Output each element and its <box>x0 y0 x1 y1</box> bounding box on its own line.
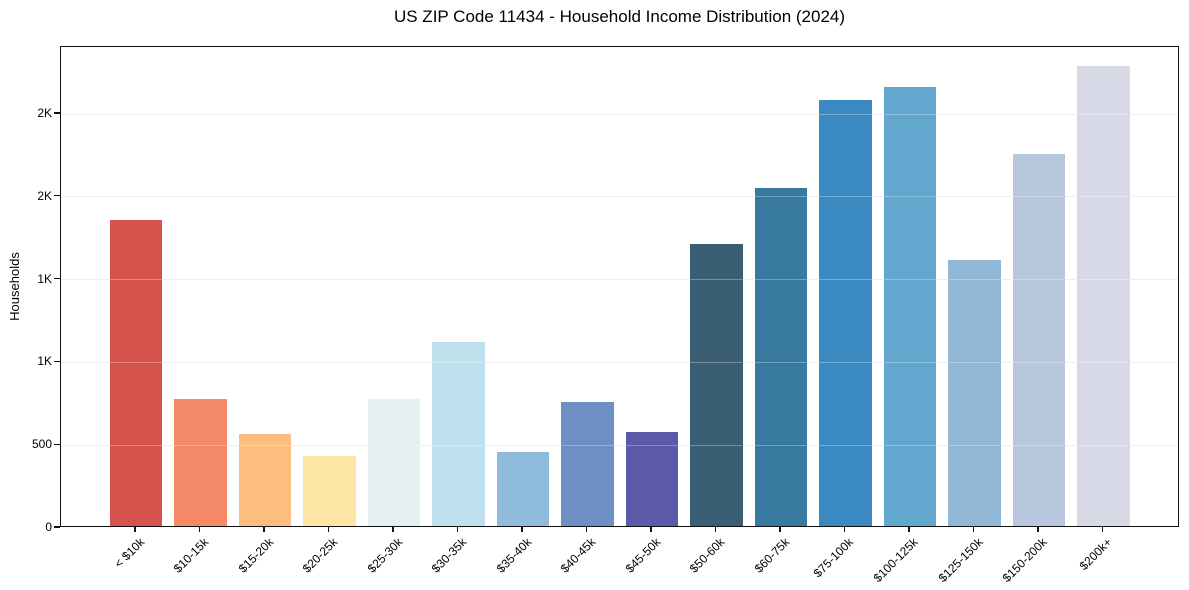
gridline-1500 <box>61 279 1178 281</box>
x-tick-label-35-40k: $35-40k <box>493 535 534 576</box>
x-tick-mark-30-35k <box>456 527 459 532</box>
bar-50-60k <box>690 243 743 526</box>
x-tick-label-lt-10k: < $10k <box>111 535 147 571</box>
x-tick-mark-75-100k <box>843 527 846 532</box>
x-tick-mark-15-20k <box>263 527 265 532</box>
bar-60-75k <box>754 188 808 526</box>
x-tick-label-10-15k: $10-15k <box>170 535 212 576</box>
bar-75-100k <box>819 100 872 526</box>
x-tick-mark-50-60k <box>714 527 717 532</box>
y-tick-mark-1000 <box>54 360 60 363</box>
x-tick-label-200k-plus: $200k+ <box>1076 535 1115 573</box>
bar-15-20k <box>238 434 292 526</box>
x-tick-label-25-30k: $25-30k <box>364 535 405 576</box>
x-tick-label-15-20k: $15-20k <box>235 535 276 576</box>
x-tick-mark-45-50k <box>650 527 652 532</box>
x-tick-label-150-200k: $150-200k <box>999 535 1050 586</box>
gridline-overlay-1000 <box>61 361 1178 363</box>
x-tick-mark-200k-plus <box>1101 527 1104 532</box>
x-tick-label-30-35k: $30-35k <box>428 535 470 576</box>
bar-150-200k <box>1012 154 1066 526</box>
x-tick-label-45-50k: $45-50k <box>622 535 663 576</box>
bar-25-30k <box>367 398 421 526</box>
x-tick-mark-20-25k <box>327 527 330 532</box>
x-tick-mark-100-125k <box>908 527 910 532</box>
x-tick-label-75-100k: $75-100k <box>811 535 857 581</box>
x-tick-mark-10-15k <box>198 527 201 532</box>
gridline-2500 <box>61 113 1178 115</box>
y-tick-label-0: 0 <box>45 520 52 534</box>
y-tick-label-500: 500 <box>31 437 52 452</box>
x-tick-mark-25-30k <box>392 527 394 532</box>
bar-10-15k <box>174 398 227 526</box>
bar-20-25k <box>303 455 356 526</box>
x-tick-label-20-25k: $20-25k <box>299 535 341 576</box>
x-tick-mark-150-200k <box>1037 527 1039 532</box>
plot-area <box>60 46 1179 527</box>
x-tick-label-50-60k: $50-60k <box>686 535 728 576</box>
bar-40-45k <box>561 401 614 526</box>
gridline-1000 <box>61 361 1178 363</box>
x-tick-mark-35-40k <box>521 527 523 532</box>
x-tick-label-40-45k: $40-45k <box>557 535 599 576</box>
y-tick-mark-2500 <box>54 112 60 114</box>
chart-title: US ZIP Code 11434 - Household Income Dis… <box>393 7 846 26</box>
gridline-2000 <box>61 196 1178 198</box>
y-tick-label-1500: 1K <box>37 271 52 286</box>
x-tick-label-60-75k: $60-75k <box>751 535 792 576</box>
x-tick-mark-60-75k <box>779 527 781 532</box>
y-tick-mark-0 <box>54 526 60 528</box>
y-tick-mark-500 <box>54 443 60 445</box>
x-tick-mark-40-45k <box>585 527 588 532</box>
bar-45-50k <box>625 431 679 526</box>
x-tick-mark-125-150k <box>972 527 975 532</box>
x-tick-label-125-150k: $125-150k <box>935 535 986 586</box>
gridline-overlay-1500 <box>61 279 1178 281</box>
bar-30-35k <box>432 342 485 526</box>
x-tick-mark-lt-10k <box>134 527 136 532</box>
x-tick-label-100-125k: $100-125k <box>870 535 921 586</box>
y-tick-mark-1500 <box>54 277 60 280</box>
y-tick-label-2000: 2K <box>37 188 52 203</box>
bar-lt-10k <box>109 219 163 526</box>
y-tick-label-1000: 1K <box>37 354 52 369</box>
y-tick-label-2500: 2K <box>37 106 52 121</box>
bar-125-150k <box>948 260 1001 526</box>
y-tick-mark-2000 <box>54 195 60 197</box>
gridline-overlay-2500 <box>61 113 1178 115</box>
bar-200k-plus <box>1077 65 1130 526</box>
gridline-overlay-2000 <box>61 196 1178 198</box>
bar-100-125k <box>883 87 937 526</box>
bar-35-40k <box>496 452 550 526</box>
gridline-500 <box>61 444 1178 446</box>
gridline-overlay-500 <box>61 444 1178 446</box>
